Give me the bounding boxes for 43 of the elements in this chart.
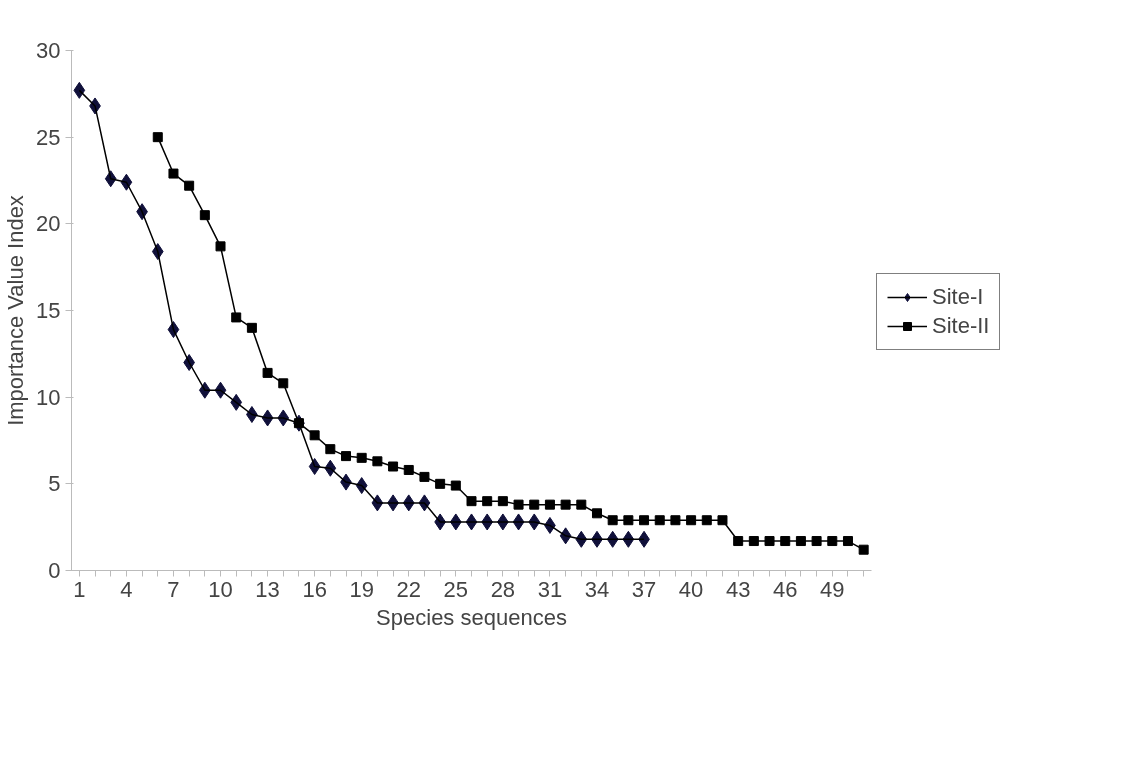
x-tick-label: 10 bbox=[208, 576, 233, 602]
x-tick-label: 13 bbox=[255, 576, 280, 602]
x-tick-label: 31 bbox=[537, 576, 563, 602]
y-axis-title: Importance Value Index bbox=[3, 195, 29, 426]
point bbox=[544, 499, 555, 510]
y-tick-label: 30 bbox=[36, 38, 61, 63]
point bbox=[168, 168, 179, 179]
point bbox=[152, 132, 163, 143]
y-tick-label: 10 bbox=[36, 384, 61, 410]
legend-label: Site-II bbox=[932, 313, 990, 339]
point bbox=[215, 241, 226, 252]
point bbox=[262, 367, 273, 378]
point bbox=[858, 544, 869, 555]
point bbox=[450, 480, 461, 491]
point bbox=[576, 499, 587, 510]
point bbox=[372, 456, 383, 467]
x-tick-label: 40 bbox=[678, 576, 704, 602]
y-tick-label: 20 bbox=[36, 211, 61, 237]
x-tick-label: 7 bbox=[167, 576, 180, 602]
x-tick-label: 4 bbox=[120, 576, 133, 602]
x-tick-label: 28 bbox=[490, 576, 516, 602]
x-tick-label: 49 bbox=[820, 576, 845, 602]
legend-label: Site-I bbox=[932, 284, 984, 310]
x-tick-label: 43 bbox=[725, 576, 751, 602]
x-axis-title: Species sequences bbox=[376, 604, 567, 630]
point bbox=[529, 499, 540, 510]
x-tick-label: 19 bbox=[349, 576, 374, 602]
x-tick-label: 46 bbox=[772, 576, 798, 602]
x-tick-label: 22 bbox=[396, 576, 421, 602]
point bbox=[388, 461, 399, 472]
point bbox=[513, 499, 524, 510]
point bbox=[419, 471, 430, 482]
point bbox=[560, 499, 571, 510]
y-tick-label: 0 bbox=[48, 558, 61, 583]
y-tick-label: 25 bbox=[36, 124, 61, 150]
x-tick-label: 37 bbox=[631, 576, 657, 602]
point bbox=[231, 312, 242, 323]
y-tick-label: 15 bbox=[36, 298, 61, 323]
x-tick-label: 34 bbox=[584, 576, 610, 602]
x-tick-label: 1 bbox=[73, 576, 86, 602]
y-tick-label: 5 bbox=[48, 471, 61, 497]
x-tick-label: 16 bbox=[302, 576, 327, 602]
x-tick-label: 25 bbox=[443, 576, 469, 602]
